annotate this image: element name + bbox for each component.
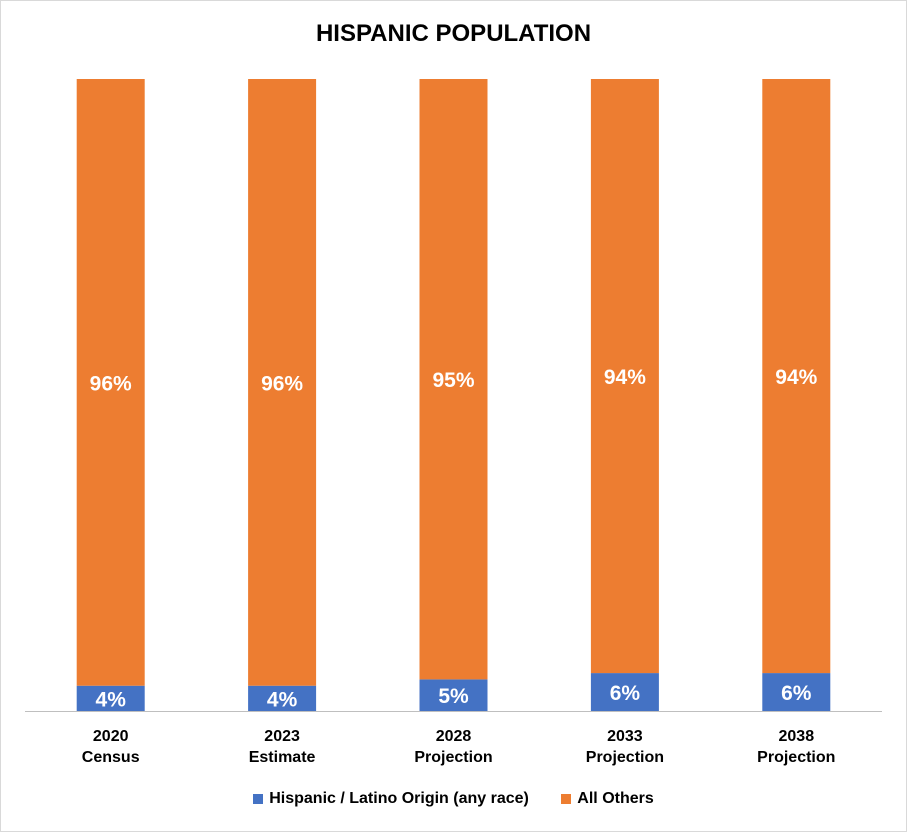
chart-title: HISPANIC POPULATION [315,20,592,47]
chart-legend: Hispanic / Latino Origin (any race) All … [0,790,907,809]
x-tick-label-4-1: Projection [757,749,835,766]
bar-all-others-4 [762,79,831,674]
legend-swatch-hispanic [253,794,264,804]
x-tick-label-1-1: Estimate [249,749,316,766]
legend-item-hispanic: Hispanic / Latino Origin (any race) [253,790,529,808]
data-label-hispanic-1: 4% [267,688,298,711]
x-tick-label-0-0: 2020 [93,728,129,745]
data-label-all-others-4: 94% [775,366,817,389]
x-tick-label-0-1: Census [82,749,140,766]
x-tick-label-3-1: Projection [586,749,664,766]
bar-hispanic-3 [590,673,659,711]
legend-label-all-others: All Others [577,790,654,807]
data-label-all-others-0: 96% [90,372,132,395]
legend-swatch-all-others [561,794,572,804]
x-tick-label-2-1: Projection [414,749,492,766]
bar-all-others-0 [76,79,145,686]
x-tick-label-2-0: 2028 [436,728,472,745]
x-tick-label-3-0: 2033 [607,728,643,745]
bar-all-others-1 [248,79,317,686]
x-tick-label-1-0: 2023 [264,728,300,745]
bar-hispanic-1 [248,685,317,711]
legend-label-hispanic: Hispanic / Latino Origin (any race) [269,790,529,807]
bar-all-others-3 [590,79,659,674]
data-label-hispanic-2: 5% [438,685,469,708]
legend-item-all-others: All Others [561,790,654,808]
data-label-hispanic-0: 4% [96,688,127,711]
data-label-all-others-2: 95% [432,369,474,392]
bar-hispanic-4 [762,673,831,711]
bar-hispanic-0 [76,685,145,711]
x-tick-label-4-0: 2038 [779,728,815,745]
bar-hispanic-2 [419,679,488,711]
bar-all-others-2 [419,79,488,680]
data-label-hispanic-4: 6% [781,682,812,705]
data-label-hispanic-3: 6% [610,682,641,705]
data-label-all-others-1: 96% [261,372,303,395]
data-label-all-others-3: 94% [604,366,646,389]
